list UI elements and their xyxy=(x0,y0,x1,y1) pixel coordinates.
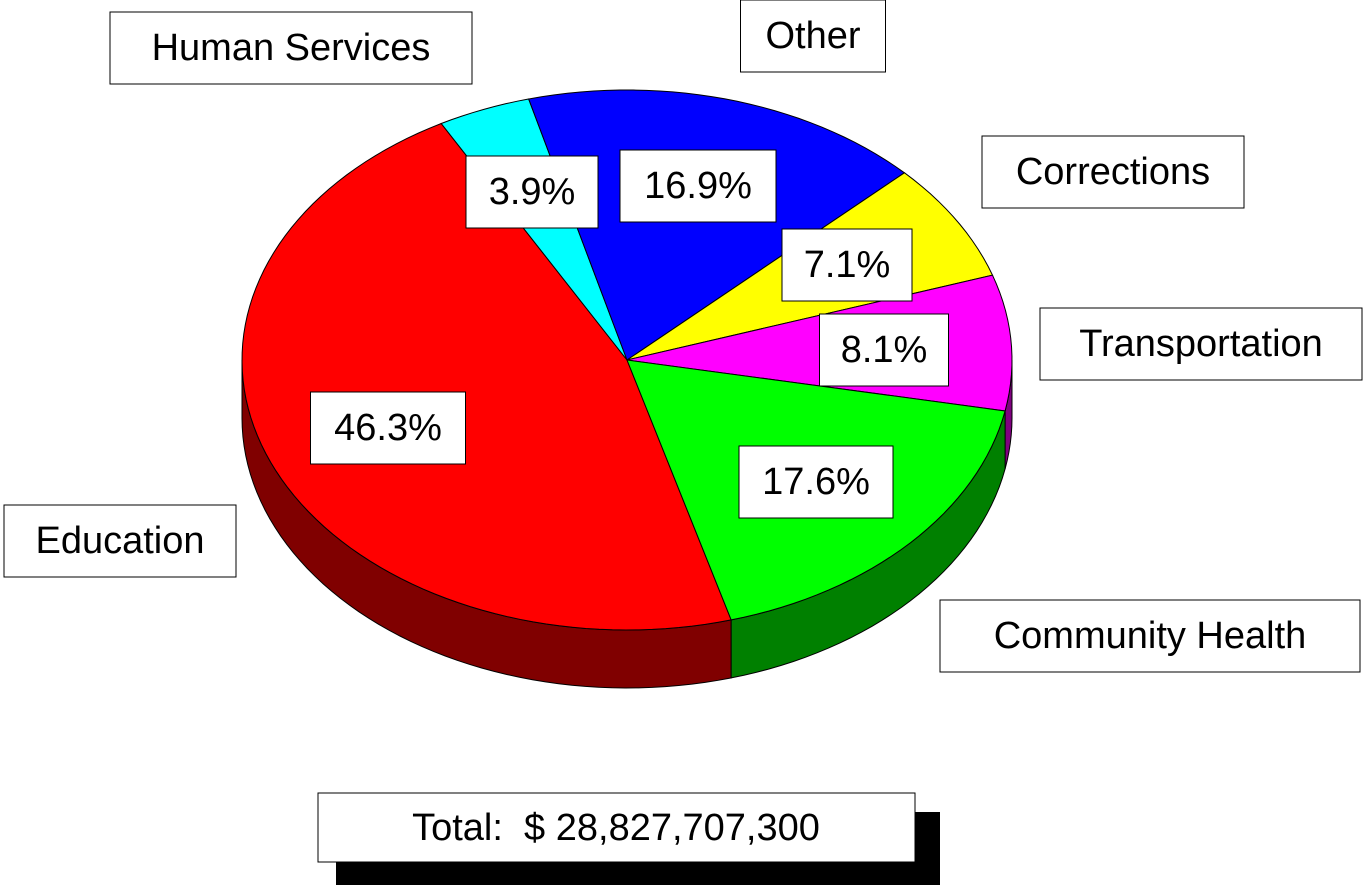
value-label-box xyxy=(819,313,949,387)
category-label-box xyxy=(1039,307,1363,381)
category-label-box xyxy=(981,135,1245,209)
category-label: Transportation xyxy=(1079,323,1323,365)
category-label: Human Services xyxy=(152,27,431,69)
total-label: Total: $ 28,827,707,300 xyxy=(412,807,820,849)
value-label: 17.6% xyxy=(762,461,870,503)
category-label: Corrections xyxy=(1016,151,1210,193)
category-label: Education xyxy=(35,520,204,562)
value-label: 7.1% xyxy=(804,244,891,286)
category-label: Other xyxy=(765,15,860,57)
category-label-box xyxy=(939,599,1361,673)
value-label: 46.3% xyxy=(334,407,442,449)
value-label: 16.9% xyxy=(644,165,752,207)
total-box xyxy=(317,792,916,863)
value-label-box xyxy=(619,149,777,223)
category-label: Community Health xyxy=(994,615,1307,657)
value-label-box xyxy=(738,445,894,519)
value-label-box xyxy=(781,228,913,302)
category-label-box xyxy=(740,0,886,73)
value-label: 3.9% xyxy=(489,171,576,213)
value-label-box xyxy=(310,391,466,465)
category-label-box xyxy=(109,11,473,85)
slice xyxy=(241,122,732,631)
value-label: 8.1% xyxy=(841,329,928,371)
category-label-box xyxy=(3,504,237,578)
value-label-box xyxy=(465,155,599,229)
